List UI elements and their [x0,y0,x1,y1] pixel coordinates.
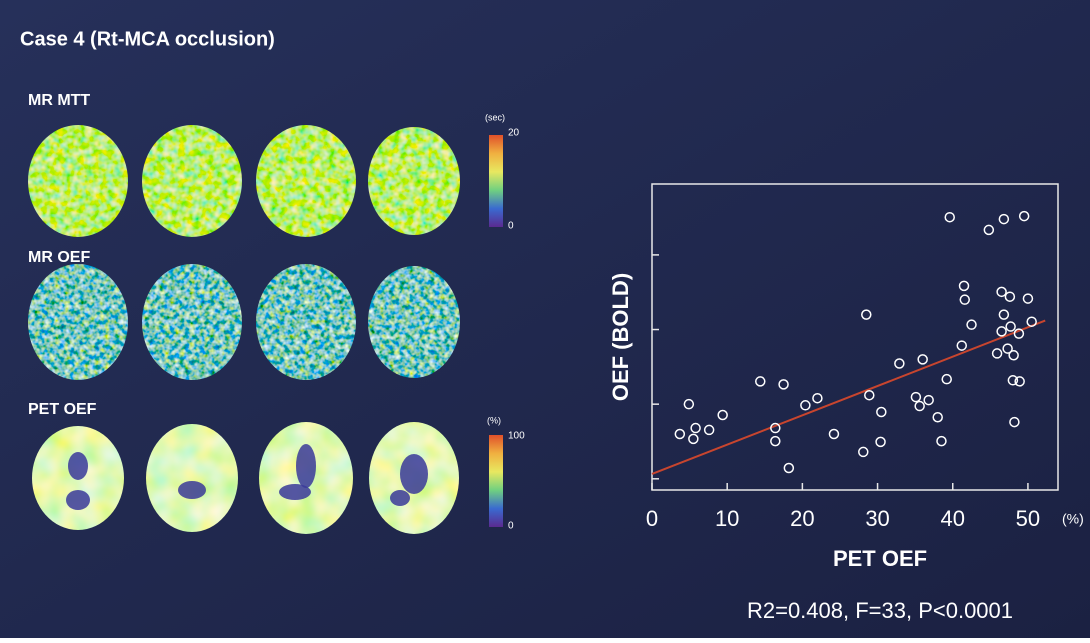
annotation: R2=0.408, F=33, P<0.0001 [747,598,1013,623]
ventricle [390,490,410,506]
colorbar-min: 0 [508,221,514,232]
colorbar-min: 0 [508,521,514,532]
ventricle [400,454,428,494]
x-tick-label: 0 [646,506,658,531]
colorbar-unit: (%) [487,415,501,425]
x-tick-label: 30 [865,506,889,531]
panel-label: PET OEF [28,401,97,418]
colorbar-max: 20 [508,128,520,139]
ventricle [68,452,88,480]
ventricle [66,490,90,510]
panel-label: MR MTT [28,92,90,109]
figure: Case 4 (Rt-MCA occlusion) MR MTT MR OEF … [0,0,1090,638]
brain-slice [256,264,356,380]
panel-label: MR OEF [28,249,90,266]
brain-slice [146,424,238,532]
brain-slice [28,125,128,237]
x-tick-label: 10 [715,506,739,531]
ventricle [296,444,316,488]
colorbar [489,435,503,527]
colorbar-unit: (sec) [485,112,505,122]
y-axis-label: OEF (BOLD) [608,273,633,401]
x-tick-label: 20 [790,506,814,531]
x-unit: (%) [1062,511,1084,527]
ventricle [178,481,206,499]
figure-title: Case 4 (Rt-MCA occlusion) [20,28,275,50]
brain-slice [142,125,242,237]
brain-slice [368,266,460,378]
x-tick-label: 40 [940,506,964,531]
colorbar [489,135,503,227]
brain-slice [142,264,242,380]
colorbar-max: 100 [508,431,525,442]
ventricle [279,484,311,500]
brain-slice [368,127,460,235]
x-tick-label: 50 [1016,506,1040,531]
x-axis-label: PET OEF [833,546,927,571]
brain-slice [28,264,128,380]
brain-slice [256,125,356,237]
